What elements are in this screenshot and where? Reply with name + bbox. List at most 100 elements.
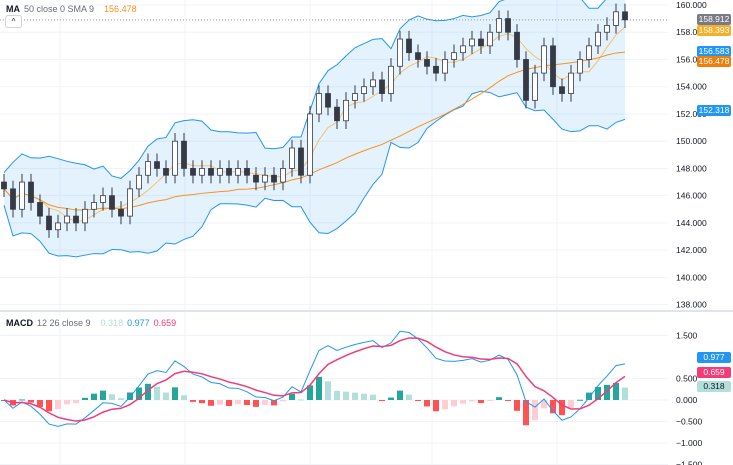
price-axis-label: 154.000: [676, 82, 707, 92]
candle-body: [532, 72, 538, 101]
macd-histogram-bar: [109, 394, 115, 400]
candle-body: [127, 188, 133, 217]
candle-body: [379, 79, 385, 94]
candle-body: [352, 93, 358, 101]
candle-body: [595, 31, 601, 47]
macd-histogram-bar: [604, 384, 610, 400]
candle-body: [613, 11, 619, 26]
candle-body: [190, 168, 196, 176]
bollinger-upper: [3, 0, 606, 179]
macd-histogram-bar: [415, 400, 421, 401]
macd-histogram-bar: [514, 400, 520, 411]
macd-axis-label: 0.500: [676, 374, 698, 384]
price-axis-label: 148.000: [676, 163, 707, 173]
candle-body: [289, 147, 295, 169]
macd-histogram-bar: [595, 386, 601, 400]
candle-body: [523, 59, 529, 101]
candle-body: [397, 38, 403, 67]
macd-histogram-bar: [199, 400, 205, 404]
candle-body: [37, 202, 43, 217]
candle-body: [334, 106, 340, 122]
macd-histogram-bar: [190, 400, 196, 402]
macd-histogram-bar: [181, 395, 187, 400]
macd-histogram-bar: [442, 400, 448, 410]
macd-axis-label: −0.500: [676, 417, 703, 427]
macd-histogram-bar: [46, 400, 52, 412]
macd-histogram-bar: [406, 394, 412, 400]
candle-body: [424, 59, 430, 67]
macd-histogram-bar: [136, 387, 142, 400]
macd-line: [3, 330, 626, 427]
price-axis-label: 156.000: [676, 54, 707, 64]
candle-body: [280, 168, 286, 183]
ma-legend-params: 50 close 0 SMA 9: [24, 4, 95, 14]
candle-body: [244, 168, 250, 176]
candle-body: [217, 168, 223, 176]
candle-body: [433, 65, 439, 74]
macd-histogram-bar: [208, 400, 214, 406]
macd-histogram-bar: [244, 400, 250, 406]
macd-axis-label: −1.500: [676, 460, 703, 465]
candle-body: [361, 86, 367, 94]
candle-body: [559, 86, 565, 94]
macd-signal-value: 0.659: [153, 318, 177, 328]
bollinger-lower: [3, 90, 626, 258]
macd-histogram-bar: [532, 400, 538, 421]
candle-body: [109, 195, 115, 210]
macd-tag: 0.659: [697, 366, 731, 378]
macd-hist-value: 0.318: [100, 318, 124, 328]
price-tag: 152.318: [697, 104, 731, 116]
candle-body: [19, 181, 25, 210]
macd-histogram-bar: [424, 400, 430, 407]
candle-body: [46, 215, 52, 231]
macd-histogram-bar: [523, 400, 529, 426]
macd-histogram-bar: [100, 390, 106, 400]
candle-body: [406, 38, 412, 54]
macd-histogram-bar: [496, 397, 502, 400]
price-axis-label: 150.000: [676, 136, 707, 146]
macd-histogram-bar: [469, 400, 475, 402]
candle-body: [316, 93, 322, 115]
candle-body: [307, 113, 313, 176]
candle-body: [586, 45, 592, 60]
macd-histogram-bar: [289, 393, 295, 400]
price-axis-label: 160.000: [676, 0, 707, 10]
macd-histogram-bar: [307, 385, 313, 400]
signal-line: [3, 337, 626, 422]
ma-line: [3, 51, 626, 211]
candle-body: [478, 38, 484, 47]
candle-body: [235, 168, 241, 176]
macd-axis-label: 0.000: [676, 395, 698, 405]
macd-histogram-bar: [73, 400, 79, 404]
price-axis-label: 140.000: [676, 272, 707, 282]
macd-histogram-bar: [64, 400, 70, 405]
candle-body: [55, 222, 61, 231]
candle-body: [73, 215, 79, 224]
macd-histogram-bar: [478, 400, 484, 404]
macd-histogram-bar: [280, 400, 286, 402]
candle-body: [343, 99, 349, 122]
price-axis-label: 152.000: [676, 109, 707, 119]
candle-body: [415, 52, 421, 60]
macd-histogram-bar: [19, 399, 25, 401]
macd-tag: 0.318: [697, 380, 731, 392]
price-tag: 156.583: [697, 45, 731, 57]
macd-histogram-bar: [154, 386, 160, 400]
collapse-legend-button[interactable]: ^: [5, 15, 22, 28]
price-tag: 158.912: [697, 13, 731, 25]
candle-body: [226, 168, 232, 176]
candle-body: [253, 174, 259, 183]
candle-body: [496, 18, 502, 33]
price-tag: 156.478: [697, 55, 731, 67]
candle-body: [181, 140, 187, 169]
macd-legend-name: MACD: [6, 318, 33, 328]
macd-histogram-bar: [541, 400, 547, 409]
candle-body: [10, 188, 16, 210]
candle-body: [568, 72, 574, 94]
candle-body: [82, 208, 88, 224]
macd-histogram-bar: [370, 394, 376, 400]
candle-body: [28, 181, 34, 203]
price-axis-label: 142.000: [676, 245, 707, 255]
